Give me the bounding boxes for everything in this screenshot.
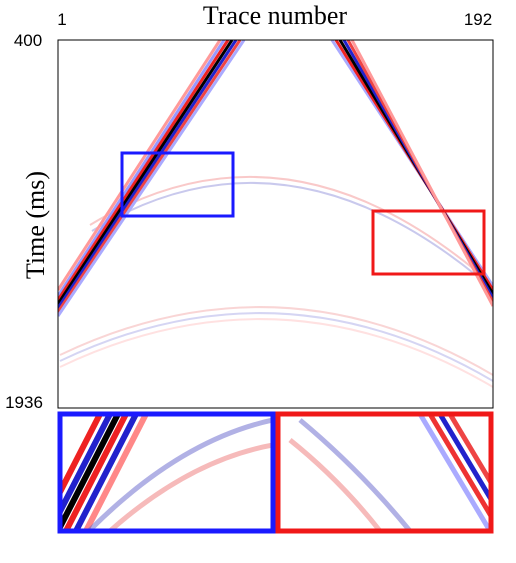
title: Trace number <box>203 1 348 30</box>
x-start-label: 1 <box>57 10 66 29</box>
zoom-blue-frame <box>57 411 276 534</box>
red-box <box>371 209 486 276</box>
zoom-red-frame <box>275 411 494 534</box>
y-end-label: 1936 <box>5 393 43 412</box>
seismic-section <box>58 40 493 408</box>
blue-box <box>120 151 235 218</box>
zoom-blue <box>60 414 273 531</box>
x-end-label: 192 <box>464 10 492 29</box>
zoom-red <box>278 414 491 531</box>
y-label: Time (ms) <box>21 171 50 279</box>
frame <box>57 39 494 409</box>
y-start-label: 400 <box>14 31 42 50</box>
